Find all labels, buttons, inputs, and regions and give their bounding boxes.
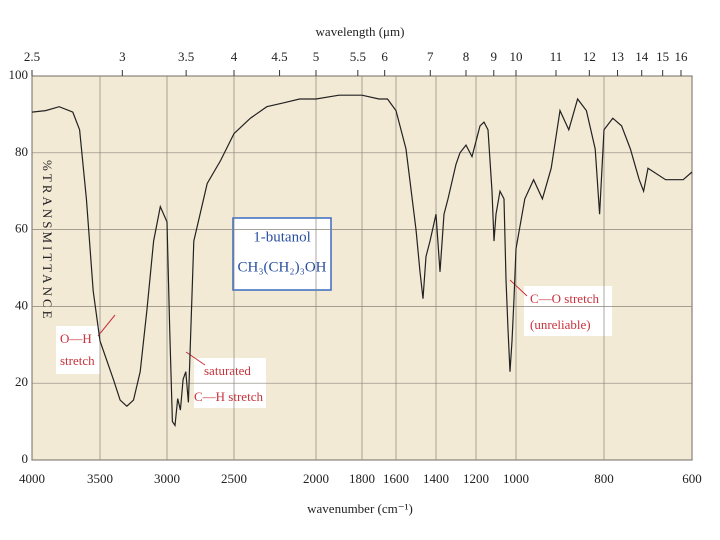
x2-axis-title: wavelength (μm) bbox=[316, 24, 405, 39]
x2-tick-label: 3.5 bbox=[178, 49, 194, 64]
x2-tick-label: 2.5 bbox=[24, 49, 40, 64]
x2-tick-label: 6 bbox=[381, 49, 388, 64]
x2-tick-label: 10 bbox=[510, 49, 523, 64]
label-bg bbox=[56, 326, 100, 374]
x2-tick-label: 14 bbox=[635, 49, 649, 64]
x2-tick-label: 11 bbox=[550, 49, 563, 64]
label-bg bbox=[524, 286, 612, 336]
x2-tick-label: 4.5 bbox=[271, 49, 287, 64]
x2-tick-label: 5 bbox=[313, 49, 320, 64]
x2-tick-label: 3 bbox=[119, 49, 126, 64]
co-label: C—O stretch bbox=[530, 291, 599, 306]
x2-tick-label: 16 bbox=[675, 49, 689, 64]
x2-tick-label: 13 bbox=[611, 49, 624, 64]
x-tick-label: 4000 bbox=[19, 471, 45, 486]
y-tick-label: 20 bbox=[15, 374, 28, 389]
y-axis-title: %TRANSMITTANCE bbox=[40, 160, 55, 322]
x-tick-label: 3000 bbox=[154, 471, 180, 486]
y-tick-label: 80 bbox=[15, 144, 28, 159]
x-tick-label: 1000 bbox=[503, 471, 529, 486]
x-tick-label: 2500 bbox=[221, 471, 247, 486]
y-tick-label: 40 bbox=[15, 297, 28, 312]
x-tick-label: 1400 bbox=[423, 471, 449, 486]
x2-tick-label: 5.5 bbox=[350, 49, 366, 64]
ch-label: saturated bbox=[204, 363, 251, 378]
x-tick-label: 600 bbox=[682, 471, 702, 486]
ch-label: C—H stretch bbox=[194, 389, 263, 404]
compound-name: 1-butanol bbox=[253, 229, 311, 245]
pointer bbox=[509, 279, 528, 297]
x-tick-label: 1200 bbox=[463, 471, 489, 486]
x-tick-label: 800 bbox=[594, 471, 614, 486]
compound-formula: CH₃(CH₂)₃OH bbox=[237, 259, 326, 275]
x2-tick-label: 9 bbox=[491, 49, 498, 64]
y-tick-label: 0 bbox=[22, 451, 29, 466]
x-tick-label: 1600 bbox=[383, 471, 409, 486]
x-axis-title: wavenumber (cm⁻¹) bbox=[307, 501, 413, 516]
compound-box bbox=[232, 217, 332, 291]
oh-label: stretch bbox=[60, 353, 95, 368]
x2-tick-label: 8 bbox=[463, 49, 470, 64]
x2-tick-label: 12 bbox=[583, 49, 596, 64]
y-tick-label: 60 bbox=[15, 221, 28, 236]
oh-label: O—H bbox=[60, 331, 92, 346]
y-axis-title: %TRANSMITTANCE bbox=[40, 160, 55, 322]
spectrum-line bbox=[31, 94, 693, 428]
x-tick-label: 2000 bbox=[303, 471, 329, 486]
x2-tick-label: 15 bbox=[656, 49, 669, 64]
x-tick-label: 1800 bbox=[349, 471, 375, 486]
pointer bbox=[185, 351, 206, 366]
pointer bbox=[97, 314, 116, 337]
x-tick-label: 3500 bbox=[87, 471, 113, 486]
x2-tick-label: 7 bbox=[427, 49, 434, 64]
x2-tick-label: 4 bbox=[231, 49, 238, 64]
co-label: (unreliable) bbox=[530, 317, 591, 332]
y-tick-label: 100 bbox=[9, 67, 29, 82]
